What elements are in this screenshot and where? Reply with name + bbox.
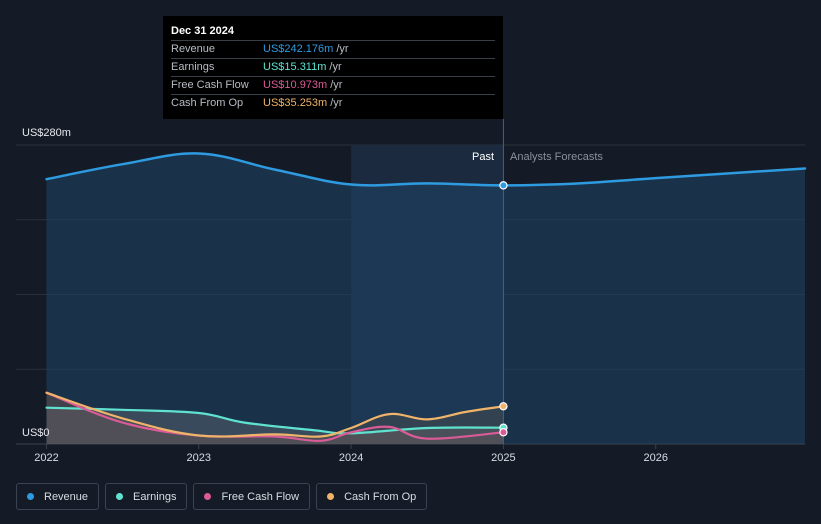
series-line-cash-from-op: [45, 391, 505, 438]
line-layer: [45, 152, 807, 442]
series-marker-cash-from-op: [499, 402, 508, 411]
x-axis-ticks: 2022 2023 2024 2025 2026: [34, 444, 668, 464]
legend-label: Cash From Op: [344, 490, 417, 503]
area-layer: [46, 153, 805, 444]
legend-item-earnings[interactable]: Earnings: [105, 483, 188, 510]
series-line-earnings: [45, 406, 505, 435]
legend-label: Earnings: [133, 490, 177, 503]
y-axis-top-label: US$280m: [22, 127, 71, 139]
forecast-label: Analysts Forecasts: [510, 151, 603, 163]
x-tick-label: 2024: [339, 452, 363, 464]
x-tick-label: 2025: [491, 452, 515, 464]
tooltip-label: Revenue: [171, 43, 216, 55]
x-tick-label: 2026: [643, 452, 667, 464]
legend-dot-icon: [27, 493, 34, 500]
series-area-earnings: [46, 407, 504, 444]
tooltip: Dec 31 2024 Revenue US$242.176m /yr Earn…: [163, 16, 503, 119]
y-axis-bottom-label: US$0: [22, 427, 50, 439]
tooltip-unit: /yr: [330, 97, 343, 109]
tooltip-unit: /yr: [336, 43, 349, 55]
legend-dot-icon: [327, 493, 335, 500]
tooltip-unit: /yr: [330, 79, 343, 91]
legend-label: Revenue: [44, 490, 89, 503]
x-tick-label: 2023: [187, 452, 211, 464]
tooltip-value: US$10.973m: [263, 79, 328, 91]
tooltip-value: US$15.311m: [263, 61, 327, 73]
series-line-free-cash-flow: [45, 391, 505, 442]
past-label: Past: [472, 151, 494, 163]
series-line-revenue: [45, 152, 807, 187]
marker-layer: [499, 181, 508, 437]
legend-item-free-cash-flow[interactable]: Free Cash Flow: [193, 483, 311, 510]
tooltip-row-free-cash-flow: Free Cash Flow US$10.973m /yr: [171, 76, 495, 94]
tooltip-value: US$242.176m: [263, 43, 334, 55]
tooltip-label: Cash From Op: [171, 97, 244, 109]
series-marker-free-cash-flow: [499, 428, 508, 437]
chart-legend: Revenue Earnings Free Cash Flow Cash Fro…: [16, 483, 428, 510]
tooltip-label: Earnings: [171, 61, 215, 73]
tooltip-row-revenue: Revenue US$242.176m /yr: [171, 40, 495, 58]
tooltip-unit: /yr: [329, 61, 342, 73]
legend-label: Free Cash Flow: [221, 490, 300, 503]
tooltip-label: Free Cash Flow: [171, 79, 249, 91]
legend-dot-icon: [116, 493, 124, 500]
legend-item-cash-from-op[interactable]: Cash From Op: [316, 483, 428, 510]
legend-item-revenue[interactable]: Revenue: [16, 483, 100, 510]
tooltip-row-earnings: Earnings US$15.311m /yr: [171, 58, 495, 76]
x-tick-label: 2022: [34, 452, 58, 464]
series-area-revenue: [46, 153, 805, 444]
tooltip-date: Dec 31 2024: [171, 25, 234, 37]
tooltip-value: US$35.253m: [263, 97, 328, 109]
series-marker-revenue: [499, 181, 508, 190]
legend-dot-icon: [204, 493, 212, 500]
tooltip-row-cash-from-op: Cash From Op US$35.253m /yr: [171, 94, 495, 112]
